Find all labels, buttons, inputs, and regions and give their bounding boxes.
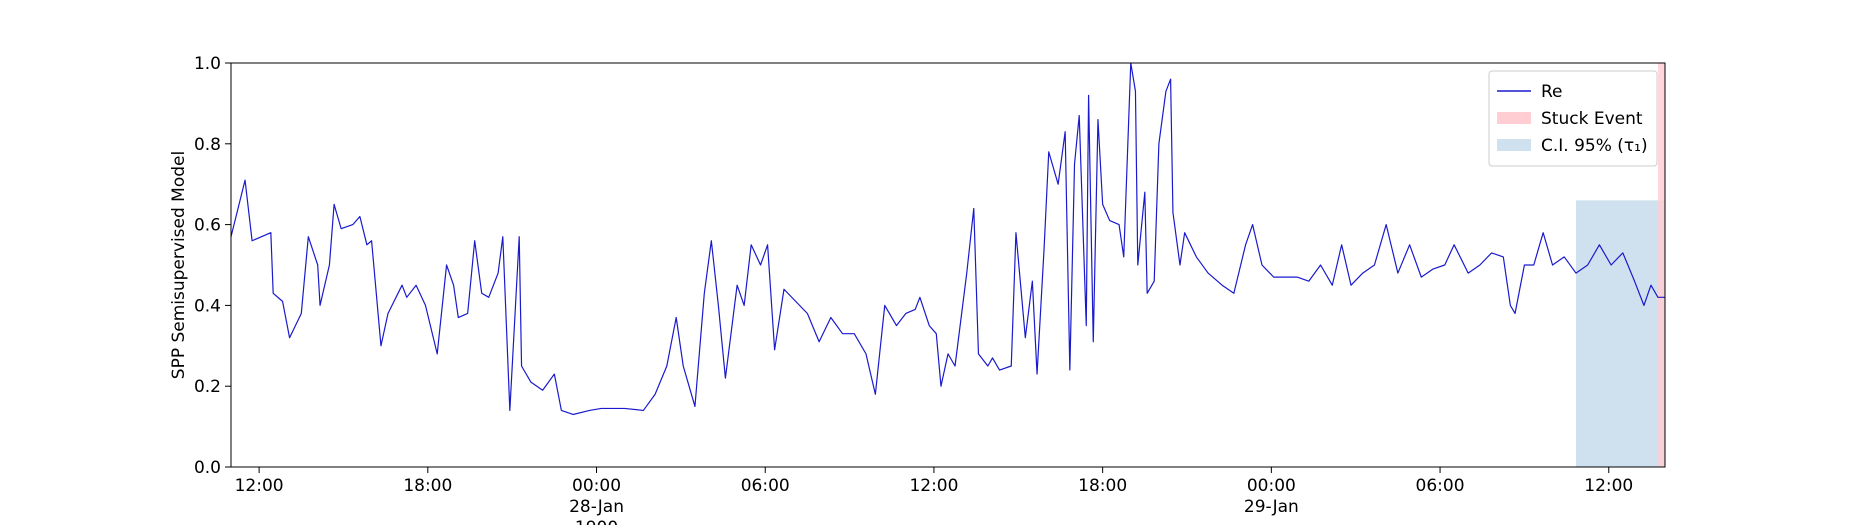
- x-tick-label: 12:00: [235, 476, 284, 496]
- y-tick-label: 0.6: [194, 216, 221, 236]
- plot-frame: [230, 62, 1666, 468]
- legend-label: Re: [1541, 82, 1563, 102]
- x-tick-label: 12:00: [909, 476, 958, 496]
- x-tick-year: 1900: [575, 518, 618, 525]
- legend-swatch: [1497, 139, 1531, 151]
- x-tick-date: 29-Jan: [1244, 497, 1299, 517]
- x-tick-label: 18:00: [403, 476, 452, 496]
- x-tick-label: 12:00: [1584, 476, 1633, 496]
- x-tick-label: 00:00: [572, 476, 621, 496]
- legend-label: C.I. 95% (τ₁): [1541, 136, 1648, 156]
- x-tick-date: 28-Jan: [569, 497, 624, 517]
- x-tick-label: 18:00: [1078, 476, 1127, 496]
- y-tick-label: 0.8: [194, 135, 221, 155]
- y-tick-label: 0.2: [194, 377, 221, 397]
- x-tick-label: 00:00: [1247, 476, 1296, 496]
- y-tick-label: 0.4: [194, 296, 221, 316]
- series-line: [230, 62, 1665, 416]
- y-tick-label: 0.0: [194, 458, 221, 478]
- x-tick-label: 06:00: [741, 476, 790, 496]
- legend: Re Stuck Event C.I. 95% (τ₁): [1488, 70, 1658, 167]
- legend-label: Stuck Event: [1541, 109, 1643, 129]
- span: [1575, 200, 1665, 468]
- legend-swatch: [1497, 112, 1531, 124]
- y-axis-label: SPP Semisupervised Model: [169, 151, 189, 379]
- y-tick-label: 1.0: [194, 54, 221, 74]
- span: [1657, 63, 1665, 467]
- x-tick-label: 06:00: [1416, 476, 1465, 496]
